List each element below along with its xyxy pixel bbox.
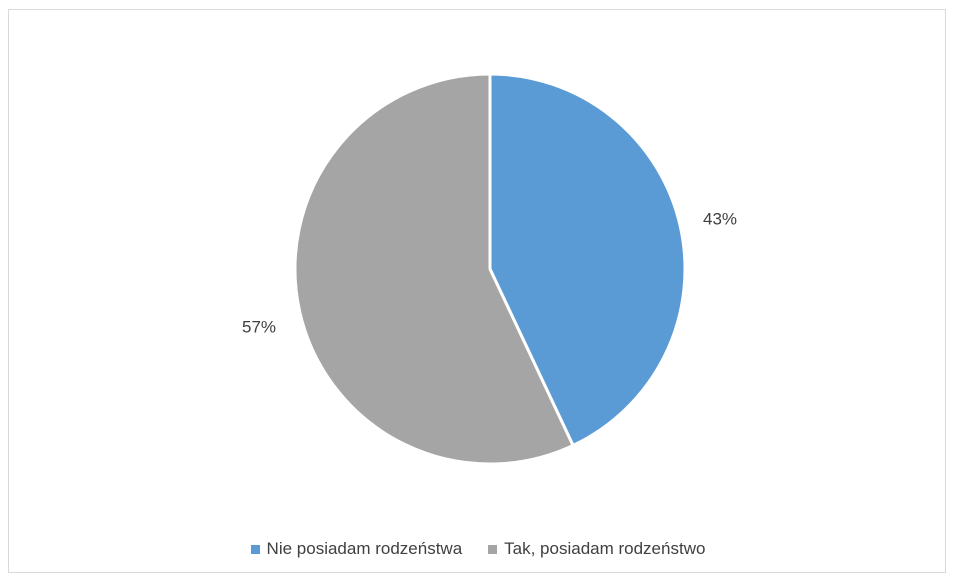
data-label-nie-posiadam: 43%	[703, 209, 737, 228]
legend-item-nie-posiadam: Nie posiadam rodzeństwa	[250, 539, 463, 559]
legend-swatch-nie-posiadam	[250, 544, 260, 554]
data-label-tak-posiadam: 57%	[242, 317, 276, 336]
chart-area: 43% 57% Nie posiadam rodzeństwa Tak, posi…	[8, 9, 946, 573]
legend-label-tak-posiadam: Tak, posiadam rodzeństwo	[504, 539, 706, 558]
pie-slice-tak-posiadam	[293, 72, 575, 466]
legend-swatch-tak-posiadam	[488, 544, 498, 554]
pie-chart: 43% 57%	[242, 72, 737, 466]
legend: Nie posiadam rodzeństwa Tak, posiadam ro…	[9, 539, 947, 559]
pie-slice-nie-posiadam	[488, 72, 687, 447]
legend-label-nie-posiadam: Nie posiadam rodzeństwa	[266, 539, 463, 558]
legend-item-tak-posiadam: Tak, posiadam rodzeństwo	[488, 539, 705, 559]
